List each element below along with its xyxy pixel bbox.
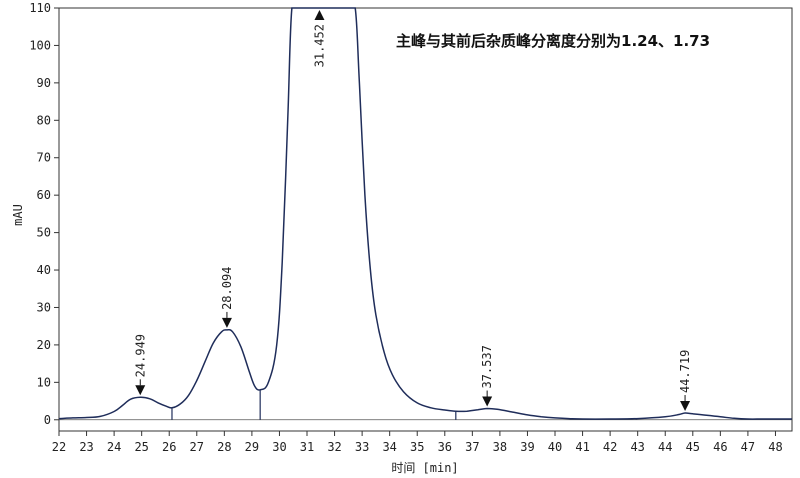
x-tick-label: 41 [575, 440, 589, 454]
peak-label: 24.949 [133, 334, 147, 377]
y-tick-label: 60 [37, 188, 51, 202]
peak-label: 28.094 [220, 267, 234, 310]
x-tick-label: 34 [382, 440, 396, 454]
chromatogram-trace [58, 7, 792, 420]
x-tick-label: 30 [272, 440, 286, 454]
y-tick-label: 10 [37, 375, 51, 389]
y-tick-label: 0 [44, 413, 51, 427]
y-tick-label: 70 [37, 151, 51, 165]
x-tick-label: 39 [520, 440, 534, 454]
peak-arrow [221, 317, 232, 328]
x-tick-label: 36 [438, 440, 452, 454]
y-tick-label: 90 [37, 76, 51, 90]
peak-label: 37.537 [480, 345, 494, 388]
x-tick-label: 32 [327, 440, 341, 454]
x-tick-label: 22 [52, 440, 66, 454]
peak-arrow [482, 396, 493, 407]
x-tick-label: 47 [741, 440, 755, 454]
x-tick-label: 35 [410, 440, 424, 454]
y-tick-label: 40 [37, 263, 51, 277]
peak-arrow [135, 385, 146, 396]
resolution-annotation: 主峰与其前后杂质峰分离度分别为1.24、1.73 [396, 32, 710, 50]
x-tick-label: 37 [465, 440, 479, 454]
x-tick-label: 42 [603, 440, 617, 454]
x-axis-label: 时间 [min] [391, 461, 458, 475]
peak-arrow [680, 401, 691, 412]
x-tick-label: 44 [658, 440, 672, 454]
x-tick-label: 29 [245, 440, 259, 454]
y-tick-label: 30 [37, 300, 51, 314]
x-tick-label: 48 [768, 440, 782, 454]
y-tick-label: 100 [29, 38, 51, 52]
x-tick-label: 24 [107, 440, 121, 454]
x-tick-label: 45 [686, 440, 700, 454]
x-tick-label: 26 [162, 440, 176, 454]
x-tick-label: 46 [713, 440, 727, 454]
x-tick-label: 33 [355, 440, 369, 454]
plot-frame [58, 7, 793, 432]
x-tick-label: 25 [134, 440, 148, 454]
x-tick-label: 27 [190, 440, 204, 454]
x-tick-label: 43 [630, 440, 644, 454]
y-tick-label: 20 [37, 338, 51, 352]
x-tick-label: 23 [79, 440, 93, 454]
peak-arrow [314, 10, 325, 20]
x-tick-label: 40 [548, 440, 562, 454]
x-tick-label: 28 [217, 440, 231, 454]
y-tick-label: 50 [37, 226, 51, 240]
y-tick-label: 110 [29, 1, 51, 15]
y-axis-label: mAU [11, 204, 25, 226]
peak-label: 31.452 [312, 24, 326, 67]
y-tick-label: 80 [37, 113, 51, 127]
x-tick-label: 31 [300, 440, 314, 454]
x-tick-label: 38 [493, 440, 507, 454]
peak-label: 44.719 [678, 350, 692, 393]
